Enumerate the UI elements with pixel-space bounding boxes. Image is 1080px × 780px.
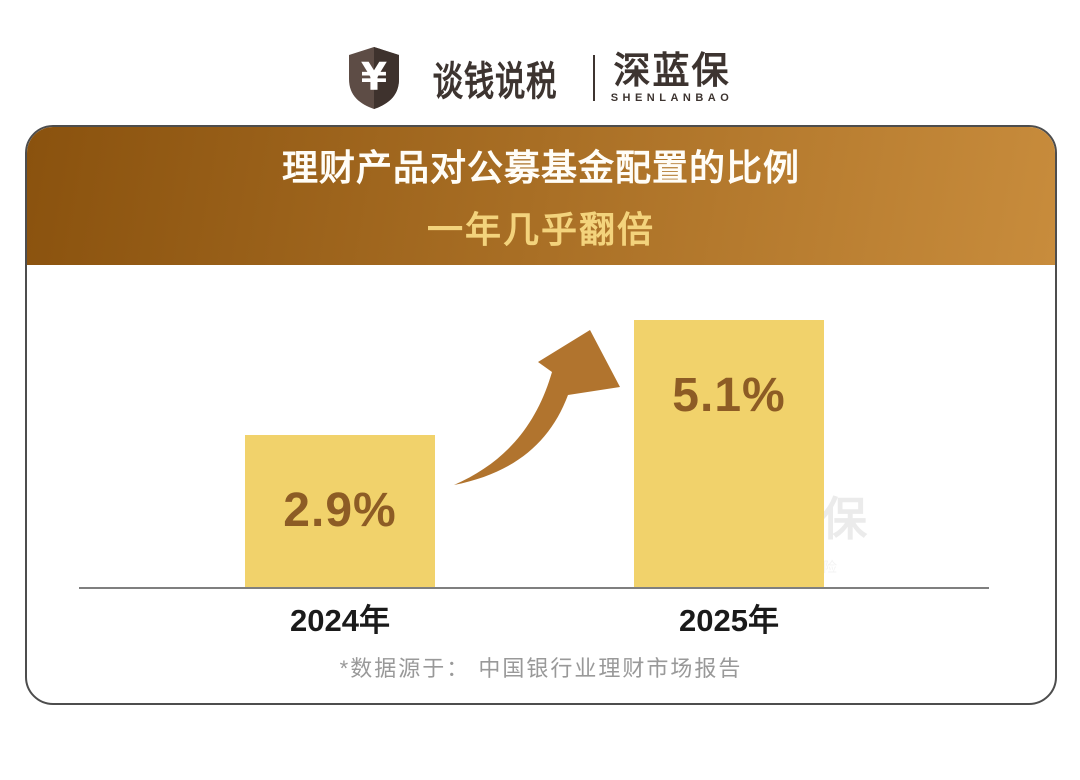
bar-chart: 深蓝保 省心省钱买保险 2.9% 5.1% 2024年 2025年: [27, 265, 1055, 703]
chart-card: 理财产品对公募基金配置的比例 一年几乎翻倍 深蓝保 省心省钱买保险 2.9% 5…: [25, 125, 1057, 705]
yen-glyph: ¥: [360, 55, 386, 99]
chart-subtitle: 一年几乎翻倍: [426, 209, 655, 250]
bar-value-2025: 5.1%: [672, 369, 786, 422]
brand-logo: ¥ 谈钱说税 深蓝保 SHENLANBAO: [0, 40, 1080, 116]
chart-title: 理财产品对公募基金配置的比例: [281, 147, 800, 188]
growth-arrow-icon: [454, 330, 620, 485]
brand-name-left: 谈钱说税: [432, 60, 558, 104]
shield-yen-icon: ¥: [348, 47, 399, 109]
data-source-note: *数据源于： 中国银行业理财市场报告: [339, 656, 743, 681]
x-label-2025: 2025年: [679, 603, 779, 638]
brand-name-right: 深蓝保: [613, 50, 731, 91]
brand-name-en: SHENLANBAO: [610, 92, 734, 104]
bar-value-2024: 2.9%: [283, 484, 397, 537]
x-axis-line: [79, 587, 989, 589]
logo-divider: [592, 55, 595, 101]
card-header-banner: 理财产品对公募基金配置的比例 一年几乎翻倍: [27, 127, 1055, 265]
bar-2025: 5.1%: [634, 320, 824, 587]
x-label-2024: 2024年: [290, 603, 390, 638]
bar-2024: 2.9%: [245, 435, 435, 587]
brand-name-right-block: 深蓝保 SHENLANBAO: [611, 52, 734, 104]
